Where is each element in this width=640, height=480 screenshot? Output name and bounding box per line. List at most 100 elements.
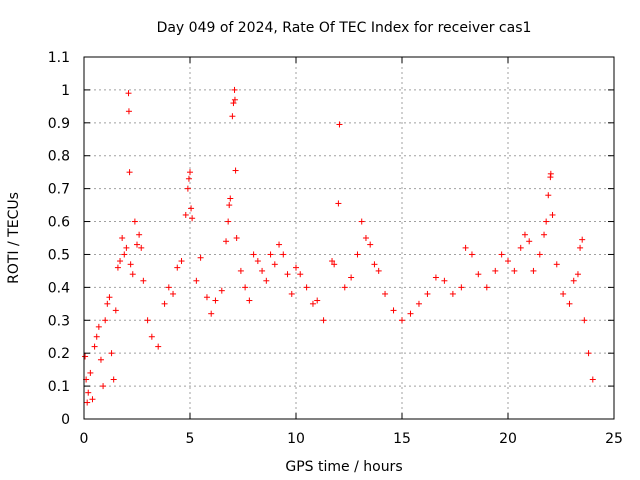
data-point xyxy=(577,244,584,251)
data-point xyxy=(449,290,456,297)
data-point xyxy=(242,284,249,291)
data-point xyxy=(231,96,238,103)
data-point xyxy=(581,317,588,324)
data-point xyxy=(407,310,414,317)
data-point xyxy=(230,100,237,107)
data-point xyxy=(547,170,554,177)
data-point xyxy=(232,167,239,174)
data-point xyxy=(331,261,338,268)
data-point xyxy=(358,218,365,225)
data-point xyxy=(432,274,439,281)
data-point xyxy=(97,356,104,363)
data-point xyxy=(134,241,140,248)
data-point xyxy=(112,307,119,314)
data-point xyxy=(170,290,177,297)
y-tick-label: 0.9 xyxy=(48,116,70,132)
data-point xyxy=(511,267,518,274)
data-point xyxy=(371,261,378,268)
data-point xyxy=(271,261,278,268)
data-point xyxy=(203,294,210,301)
data-point xyxy=(87,369,94,376)
y-tick-label: 0.8 xyxy=(48,149,70,165)
data-point xyxy=(543,218,550,225)
data-point xyxy=(129,271,136,278)
data-point xyxy=(89,396,96,403)
data-point xyxy=(189,215,196,222)
data-point xyxy=(231,86,238,93)
data-point xyxy=(309,300,316,307)
data-point xyxy=(182,211,189,218)
data-point xyxy=(119,235,126,241)
data-point xyxy=(570,277,577,284)
data-point xyxy=(121,251,128,258)
data-point xyxy=(458,284,465,291)
data-point xyxy=(233,235,240,241)
data-point xyxy=(280,251,287,258)
data-point xyxy=(462,244,469,251)
data-point xyxy=(297,271,304,278)
data-point xyxy=(415,300,422,307)
data-point xyxy=(549,211,556,218)
data-point xyxy=(367,241,374,248)
data-point xyxy=(102,317,109,324)
data-point xyxy=(108,350,115,357)
data-point xyxy=(545,192,552,199)
y-tick-label: 0.3 xyxy=(48,313,70,329)
y-tick-label: 0.4 xyxy=(48,280,70,296)
x-tick-label: 20 xyxy=(499,431,517,447)
y-tick-label: 0 xyxy=(61,412,70,428)
data-point xyxy=(104,300,111,307)
data-point xyxy=(85,389,92,396)
data-point xyxy=(250,251,257,258)
data-point xyxy=(284,271,291,278)
data-point xyxy=(293,264,299,271)
data-point xyxy=(560,290,567,297)
data-point xyxy=(320,317,327,324)
data-point xyxy=(144,317,151,324)
data-point xyxy=(498,251,505,258)
data-point xyxy=(390,307,397,314)
y-tick-label: 1.1 xyxy=(48,50,70,66)
data-points xyxy=(82,86,596,406)
data-point xyxy=(336,121,343,128)
x-tick-label: 15 xyxy=(393,431,411,447)
data-point xyxy=(521,231,528,238)
data-point xyxy=(123,244,130,251)
data-point xyxy=(140,277,147,284)
data-point xyxy=(574,271,581,278)
data-point xyxy=(185,175,192,182)
data-point xyxy=(399,317,405,324)
data-point xyxy=(197,254,204,261)
data-point xyxy=(553,261,560,268)
data-point xyxy=(125,90,132,97)
data-point xyxy=(475,271,482,278)
data-point xyxy=(193,277,200,284)
y-tick-label: 0.6 xyxy=(48,215,70,231)
data-point xyxy=(237,267,244,274)
data-point xyxy=(161,300,168,307)
data-point xyxy=(127,261,134,268)
data-point xyxy=(212,297,219,304)
data-point xyxy=(178,258,185,265)
data-point xyxy=(354,251,361,258)
data-point xyxy=(254,258,261,265)
y-tick-label: 0.1 xyxy=(48,379,70,395)
data-point xyxy=(589,376,596,383)
data-point xyxy=(303,284,310,291)
data-point xyxy=(225,218,232,225)
data-point xyxy=(93,333,100,340)
data-point xyxy=(138,244,145,251)
y-tick-label: 0.5 xyxy=(48,247,70,263)
chart-title: Day 049 of 2024, Rate Of TEC Index for r… xyxy=(157,20,532,36)
data-point xyxy=(100,383,107,390)
data-point xyxy=(184,185,191,192)
data-point xyxy=(95,323,102,330)
data-point xyxy=(188,205,195,212)
data-point xyxy=(341,284,348,291)
data-point xyxy=(288,290,295,297)
data-point xyxy=(246,297,253,304)
data-point xyxy=(375,267,382,274)
axis-ticks: 0 0.1 0.2 0.3 0.4 0.5 0.6 0.7 0.8 0.9 1 1.1 0 5 10 15 20… xyxy=(48,50,623,447)
data-point xyxy=(382,290,389,297)
